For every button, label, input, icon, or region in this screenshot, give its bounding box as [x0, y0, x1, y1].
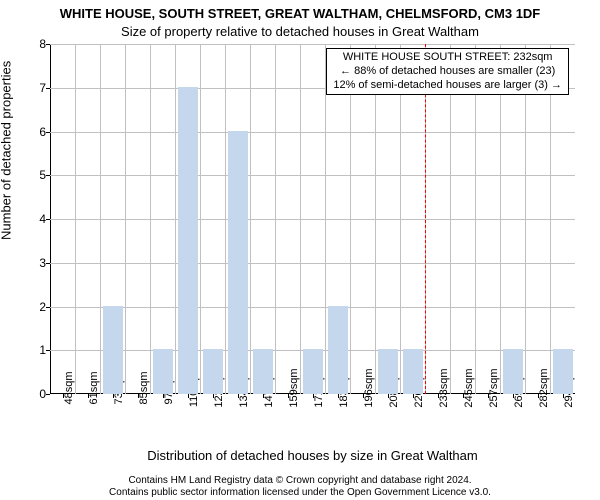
y-tick-label: 4 [32, 212, 46, 226]
bar [503, 349, 523, 394]
x-tick-label: 85sqm [138, 371, 150, 404]
bar [103, 306, 123, 395]
annotation-line: ← 88% of detached houses are smaller (23… [333, 65, 562, 79]
chart-title-main: WHITE HOUSE, SOUTH STREET, GREAT WALTHAM… [0, 6, 600, 21]
chart-title-sub: Size of property relative to detached ho… [0, 24, 600, 39]
grid-line-v [375, 44, 376, 394]
grid-line-v [125, 44, 126, 394]
x-tick-label: 257sqm [488, 368, 500, 407]
grid-line-v [525, 44, 526, 394]
plot-area: 01234567848sqm61sqm73sqm85sqm97sqm110sqm… [50, 44, 575, 394]
grid-line-h [50, 219, 575, 220]
annotation-line: 12% of semi-detached houses are larger (… [333, 79, 562, 93]
grid-line-v [500, 44, 501, 394]
y-axis-label: Number of detached properties [0, 61, 14, 240]
y-tick-label: 6 [32, 125, 46, 139]
y-tick [46, 175, 50, 176]
y-tick [46, 307, 50, 308]
grid-line-v [75, 44, 76, 394]
marker-line [425, 44, 426, 394]
grid-line-v [250, 44, 251, 394]
bar [328, 306, 348, 395]
x-axis-label: Distribution of detached houses by size … [50, 448, 575, 463]
annotation-box: WHITE HOUSE SOUTH STREET: 232sqm← 88% of… [326, 48, 569, 95]
grid-line-h [50, 44, 575, 45]
grid-line-v [150, 44, 151, 394]
y-tick-label: 5 [32, 168, 46, 182]
grid-line-v [225, 44, 226, 394]
x-tick-label: 233sqm [438, 368, 450, 407]
grid-line-v [300, 44, 301, 394]
x-tick-label: 245sqm [463, 368, 475, 407]
annotation-line: WHITE HOUSE SOUTH STREET: 232sqm [333, 51, 562, 65]
bar [378, 349, 398, 394]
grid-line-h [50, 175, 575, 176]
grid-line-v [275, 44, 276, 394]
y-tick-label: 2 [32, 300, 46, 314]
y-tick [46, 44, 50, 45]
y-tick-label: 1 [32, 343, 46, 357]
grid-line-h [50, 263, 575, 264]
grid-line-v [475, 44, 476, 394]
bar [303, 349, 323, 394]
y-tick [46, 132, 50, 133]
grid-line-v [200, 44, 201, 394]
grid-line-v [175, 44, 176, 394]
grid-line-v [350, 44, 351, 394]
y-tick-label: 8 [32, 37, 46, 51]
bar [203, 349, 223, 394]
y-tick [46, 88, 50, 89]
grid-line-h [50, 132, 575, 133]
footer-line-2: Contains public sector information licen… [0, 487, 600, 499]
grid-line-v [325, 44, 326, 394]
grid-line-v [450, 44, 451, 394]
y-tick [46, 263, 50, 264]
grid-line-v [550, 44, 551, 394]
y-tick [46, 394, 50, 395]
x-tick-label: 159sqm [288, 368, 300, 407]
x-tick-label: 61sqm [88, 371, 100, 404]
bar [253, 349, 273, 394]
footer-line-1: Contains HM Land Registry data © Crown c… [0, 475, 600, 487]
bar [553, 349, 573, 394]
x-tick-label: 48sqm [63, 371, 75, 404]
bar [178, 87, 198, 394]
bar [403, 349, 423, 394]
x-tick-label: 196sqm [363, 368, 375, 407]
grid-line-v [100, 44, 101, 394]
y-tick-label: 3 [32, 256, 46, 270]
y-tick-label: 0 [32, 387, 46, 401]
y-tick [46, 350, 50, 351]
footer-attribution: Contains HM Land Registry data © Crown c… [0, 475, 600, 498]
y-tick-label: 7 [32, 81, 46, 95]
y-tick [46, 219, 50, 220]
grid-line-h [50, 307, 575, 308]
bar [228, 131, 248, 395]
bar [153, 349, 173, 394]
x-tick-label: 282sqm [538, 368, 550, 407]
grid-line-v [400, 44, 401, 394]
